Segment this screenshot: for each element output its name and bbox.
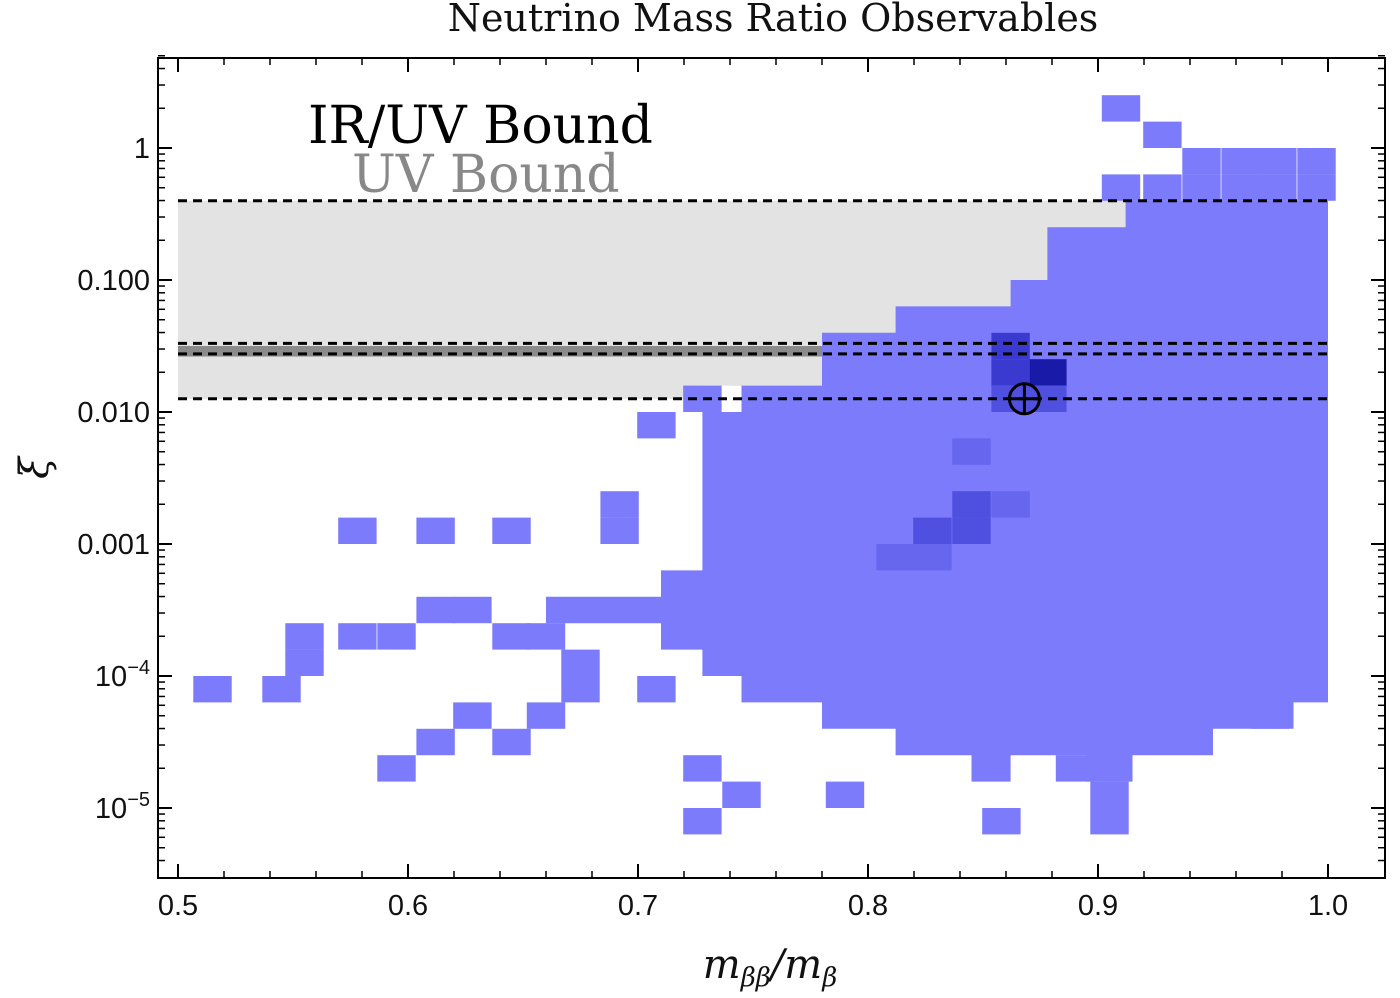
y-tick-label: 1 <box>134 133 150 165</box>
histogram-bin <box>1101 174 1141 201</box>
histogram-bin <box>600 517 639 544</box>
histogram-bin <box>262 676 301 703</box>
histogram-bin <box>1028 359 1067 386</box>
histogram-bin <box>1221 148 1260 175</box>
histogram-bin <box>1143 121 1182 148</box>
density-cloud <box>546 200 1328 782</box>
histogram-bin <box>952 517 991 544</box>
histogram-bin <box>913 517 952 544</box>
histogram-bin <box>991 359 1030 386</box>
histogram-bin <box>1143 174 1182 201</box>
histogram-bin <box>416 596 455 624</box>
histogram-bin <box>876 544 915 571</box>
histogram-bin <box>1090 781 1129 808</box>
histogram-bin <box>193 676 232 703</box>
dashed-bound-lines <box>178 199 1328 401</box>
x-tick-label: 1.0 <box>1308 890 1348 922</box>
plot-frame <box>157 57 1386 879</box>
legend-ir-uv-bound: IR/UV Bound <box>308 96 653 156</box>
histogram-bin <box>377 623 416 650</box>
histogram-bin <box>492 623 531 650</box>
histogram-bin <box>561 649 600 676</box>
x-tick-label: 0.9 <box>1078 890 1118 922</box>
ir-uv-bound-band <box>178 346 1328 357</box>
histogram-bin <box>637 676 676 703</box>
histogram-bin <box>561 676 600 703</box>
axis-ticks <box>158 54 1385 878</box>
histogram-bin <box>285 649 324 676</box>
x-tick-label: 0.6 <box>388 890 428 922</box>
histogram-bin <box>1297 148 1336 175</box>
y-axis-label: ξ <box>12 455 58 479</box>
histogram-bin <box>825 781 865 808</box>
histogram-bin <box>600 491 639 518</box>
histogram-bin <box>453 596 492 624</box>
plot-area <box>178 95 1336 835</box>
y-tick-label: 10−5 <box>95 789 150 825</box>
histogram-bin <box>285 623 324 650</box>
x-tick-label: 0.5 <box>158 890 198 922</box>
histogram-bin <box>683 808 722 835</box>
histogram-bin <box>1101 95 1141 122</box>
histogram-bin <box>913 544 952 571</box>
y-tick-label: 0.001 <box>77 529 150 561</box>
histogram-bin <box>1221 174 1260 201</box>
histogram-bin <box>338 623 377 650</box>
histogram-bin <box>416 517 455 544</box>
histogram-bin <box>683 755 722 782</box>
legend-uv-bound: UV Bound <box>352 145 620 205</box>
best-fit-marker <box>1007 382 1041 416</box>
histogram-bin <box>377 755 416 782</box>
chart-title: Neutrino Mass Ratio Observables <box>448 0 1099 40</box>
histogram-bin <box>722 781 761 808</box>
x-tick-label: 0.8 <box>848 890 888 922</box>
histogram-bin <box>952 438 991 465</box>
histogram-bin <box>1251 702 1290 729</box>
histogram-bin <box>492 728 531 756</box>
histogram-bin <box>526 702 566 729</box>
histogram-bin <box>453 702 492 729</box>
histogram-bin <box>1258 174 1297 201</box>
histogram-bin <box>1297 174 1336 201</box>
histogram-bin <box>338 517 377 544</box>
histogram-bin <box>1090 808 1129 835</box>
y-tick-label: 0.010 <box>77 397 150 429</box>
histogram-bin <box>1055 755 1095 782</box>
histogram-bin <box>416 728 455 756</box>
histogram-bin <box>991 491 1030 518</box>
histogram-bin <box>637 412 676 439</box>
histogram-bin <box>1182 174 1221 201</box>
histogram-bin <box>1182 148 1221 175</box>
histogram-bin <box>492 517 531 544</box>
y-tick-label: 0.100 <box>77 265 150 297</box>
legend: IR/UV Bound UV Bound <box>308 96 653 205</box>
axis-tick-labels: 0.5 0.6 0.7 0.8 0.9 1.0 1 0.100 0.010 0.001 10−4 10… <box>77 133 1348 922</box>
histogram-bin <box>1258 148 1297 175</box>
histogram-bin <box>982 808 1021 835</box>
y-tick-label: 10−4 <box>95 657 150 693</box>
x-axis-label: mββ/mβ <box>703 942 837 993</box>
x-tick-label: 0.7 <box>618 890 658 922</box>
histogram-bin <box>952 491 991 518</box>
histogram-bin <box>526 623 566 650</box>
